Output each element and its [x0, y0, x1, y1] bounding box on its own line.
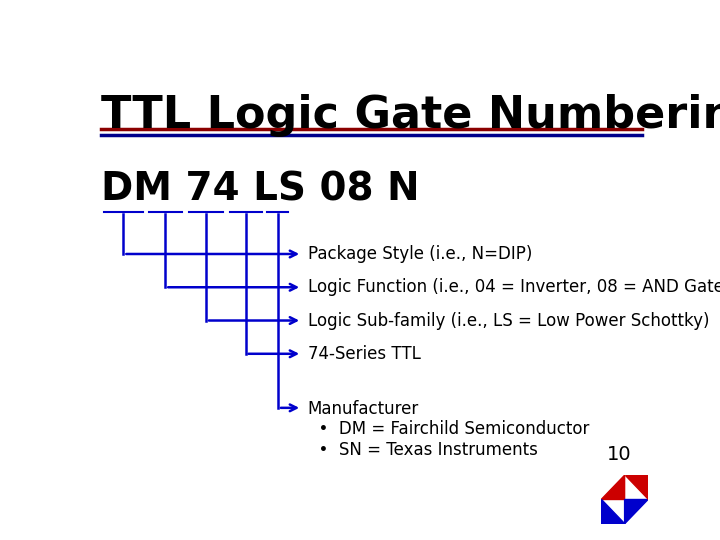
Text: Package Style (i.e., N=DIP): Package Style (i.e., N=DIP)	[307, 245, 532, 263]
Polygon shape	[624, 500, 648, 524]
Text: 10: 10	[607, 445, 631, 464]
Text: Manufacturer
  •  DM = Fairchild Semiconductor
  •  SN = Texas Instruments: Manufacturer • DM = Fairchild Semiconduc…	[307, 400, 589, 459]
Text: Logic Sub-family (i.e., LS = Low Power Schottky): Logic Sub-family (i.e., LS = Low Power S…	[307, 312, 709, 329]
Text: Logic Function (i.e., 04 = Inverter, 08 = AND Gate, etc.): Logic Function (i.e., 04 = Inverter, 08 …	[307, 278, 720, 296]
Text: TTL Logic Gate Numbering System: TTL Logic Gate Numbering System	[101, 94, 720, 137]
Polygon shape	[601, 500, 624, 524]
Polygon shape	[624, 475, 648, 500]
Polygon shape	[601, 475, 624, 500]
Text: DM 74 LS 08 N: DM 74 LS 08 N	[101, 171, 420, 208]
Text: 74-Series TTL: 74-Series TTL	[307, 345, 420, 363]
